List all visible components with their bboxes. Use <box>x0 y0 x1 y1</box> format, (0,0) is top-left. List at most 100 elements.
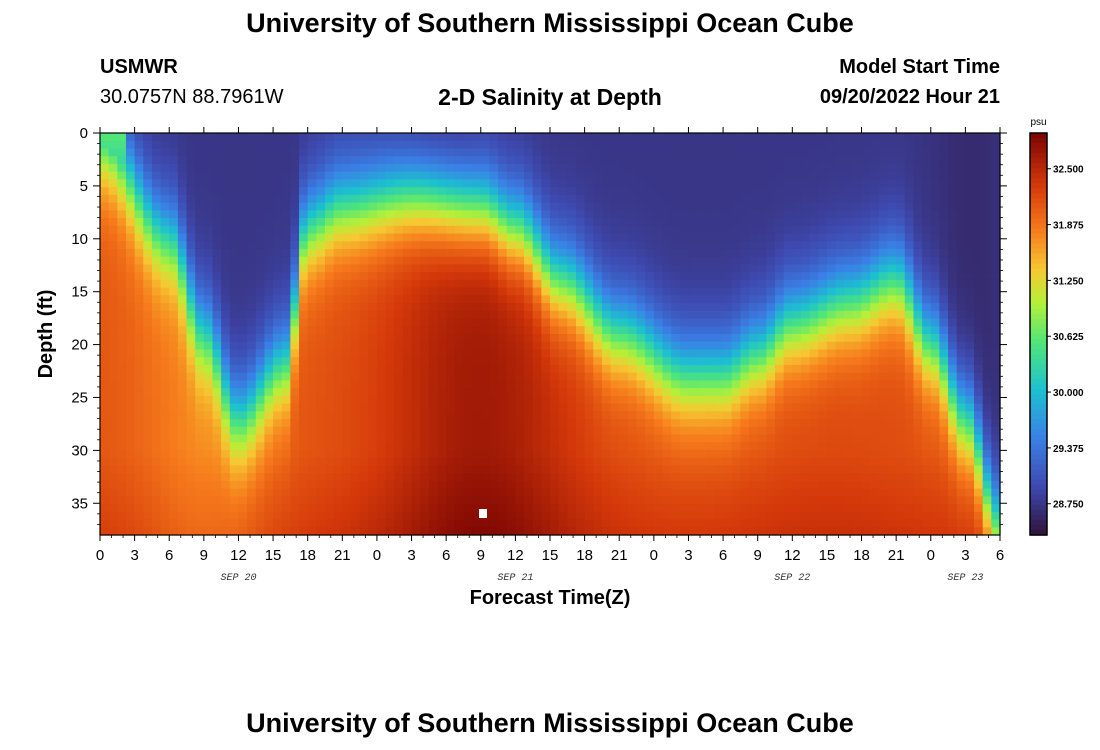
heatmap-cell <box>506 133 516 142</box>
heatmap-cell <box>160 341 170 351</box>
heatmap-cell <box>558 504 568 513</box>
heatmap-cell <box>723 504 733 513</box>
heatmap-cell <box>766 372 776 381</box>
heatmap-cell <box>731 334 741 343</box>
heatmap-cell <box>610 256 620 266</box>
heatmap-cell <box>662 225 672 235</box>
heatmap-cell <box>896 287 906 296</box>
heatmap-cell <box>299 148 309 157</box>
heatmap-cell <box>913 218 923 227</box>
heatmap-cell <box>143 527 153 536</box>
heatmap-cell <box>255 287 266 296</box>
heatmap-cell <box>913 225 923 235</box>
heatmap-cell <box>662 372 672 381</box>
heatmap-cell <box>749 233 759 242</box>
heatmap-cell <box>117 210 127 219</box>
heatmap-cell <box>524 218 534 227</box>
heatmap-cell <box>584 372 594 381</box>
heatmap-cell <box>376 326 387 335</box>
heatmap-cell <box>100 403 110 412</box>
heatmap-cell <box>852 511 863 521</box>
heatmap-cell <box>852 364 863 374</box>
heatmap-cell <box>221 218 231 227</box>
heatmap-cell <box>723 341 733 351</box>
heatmap-cell <box>273 272 283 281</box>
heatmap-cell <box>143 403 153 412</box>
heatmap-cell <box>887 527 897 536</box>
heatmap-cell <box>186 465 196 474</box>
heatmap-cell <box>368 411 378 420</box>
heatmap-cell <box>238 310 248 320</box>
heatmap-cell <box>221 364 231 374</box>
heatmap-cell <box>714 434 724 443</box>
heatmap-cell <box>238 202 248 211</box>
heatmap-cell <box>238 256 248 266</box>
heatmap-cell <box>541 295 551 304</box>
heatmap-cell <box>290 241 300 250</box>
heatmap-cell <box>740 256 750 266</box>
heatmap-cell <box>325 388 335 397</box>
heatmap-cell <box>558 395 568 405</box>
heatmap-cell <box>671 341 681 351</box>
heatmap-cell <box>325 156 335 165</box>
heatmap-cell <box>125 380 136 389</box>
heatmap-cell <box>100 395 110 405</box>
heatmap-cell <box>177 488 188 497</box>
heatmap-cell <box>385 527 395 536</box>
heatmap-cell <box>186 163 196 173</box>
heatmap-cell <box>316 434 326 443</box>
heatmap-cell <box>844 318 854 327</box>
heatmap-cell <box>740 318 750 327</box>
heatmap-cell <box>221 372 231 381</box>
heatmap-cell <box>437 465 447 474</box>
heatmap-cell <box>567 419 577 428</box>
heatmap-cell <box>143 426 153 436</box>
heatmap-cell <box>653 295 664 304</box>
heatmap-cell <box>809 310 819 320</box>
heatmap-cell <box>359 241 369 250</box>
heatmap-cell <box>749 272 759 281</box>
heatmap-cell <box>212 380 222 389</box>
heatmap-cell <box>264 449 274 459</box>
heatmap-cell <box>775 148 785 157</box>
heatmap-cell <box>619 248 629 258</box>
heatmap-cell <box>463 504 473 513</box>
heatmap-cell <box>575 380 586 389</box>
heatmap-cell <box>463 349 473 358</box>
heatmap-cell <box>437 287 447 296</box>
heatmap-cell <box>203 241 214 250</box>
heatmap-cell <box>558 465 568 474</box>
heatmap-cell <box>636 473 646 482</box>
heatmap-cell <box>645 380 655 389</box>
heatmap-cell <box>714 163 724 173</box>
heatmap-cell <box>697 349 707 358</box>
heatmap-cell <box>333 426 343 436</box>
heatmap-cell <box>627 256 638 266</box>
heatmap-cell <box>550 473 560 482</box>
heatmap-cell <box>177 519 188 528</box>
heatmap-cell <box>800 241 811 250</box>
heatmap-cell <box>532 248 542 258</box>
heatmap-cell <box>818 449 828 459</box>
heatmap-cell <box>679 318 690 327</box>
heatmap-cell <box>402 403 413 412</box>
heatmap-cell <box>835 465 845 474</box>
heatmap-cell <box>117 465 127 474</box>
heatmap-cell <box>575 511 586 521</box>
heatmap-cell <box>653 419 664 428</box>
heatmap-cell <box>376 287 387 296</box>
heatmap-cell <box>316 256 326 266</box>
heatmap-cell <box>212 279 222 289</box>
heatmap-cell <box>437 318 447 327</box>
heatmap-cell <box>757 202 767 211</box>
heatmap-cell <box>463 272 473 281</box>
heatmap-cell <box>212 511 222 521</box>
heatmap-cell <box>740 449 750 459</box>
heatmap-cell <box>333 318 343 327</box>
heatmap-cell <box>125 163 136 173</box>
heatmap-cell <box>195 156 205 165</box>
heatmap-cell <box>177 434 188 443</box>
heatmap-cell <box>567 140 577 150</box>
heatmap-cell <box>325 210 335 219</box>
heatmap-cell <box>887 194 897 204</box>
